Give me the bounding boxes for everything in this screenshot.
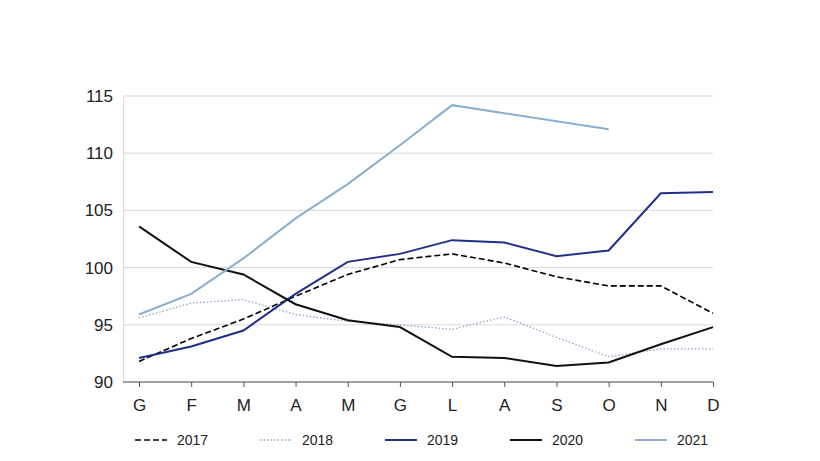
x-tick-label: N — [655, 396, 667, 415]
y-axis-line — [123, 97, 124, 383]
x-tick: F — [186, 382, 196, 415]
x-tick-mark — [452, 382, 453, 387]
x-tick-label: O — [603, 396, 616, 415]
x-tick: A — [499, 382, 511, 415]
x-tick-label: M — [237, 396, 251, 415]
y-tick-label: 110 — [86, 144, 113, 163]
x-tick-label: A — [499, 396, 511, 415]
x-tick-label: G — [133, 396, 146, 415]
y-tick: 110 — [86, 144, 123, 163]
legend-swatch — [510, 439, 542, 441]
grid-line — [123, 324, 713, 325]
x-axis-line — [123, 382, 713, 383]
y-tick: 105 — [85, 201, 123, 220]
legend-swatch — [135, 439, 167, 441]
legend-label: 2020 — [552, 432, 583, 448]
x-tick-label: A — [290, 396, 302, 415]
x-tick-mark — [609, 382, 610, 387]
y-tick-label: 115 — [86, 87, 113, 106]
x-tick: S — [551, 382, 562, 415]
y-tick-label: 90 — [94, 373, 113, 392]
legend-label: 2017 — [177, 432, 208, 448]
legend-swatch — [635, 439, 667, 441]
x-tick: M — [341, 382, 355, 415]
x-tick-mark — [400, 382, 401, 387]
x-tick: D — [707, 382, 719, 415]
x-tick-label: M — [341, 396, 355, 415]
y-tick: 95 — [94, 316, 123, 335]
x-tick: A — [290, 382, 302, 415]
legend-label: 2019 — [427, 432, 458, 448]
x-tick-label: G — [394, 396, 407, 415]
y-tick: 115 — [86, 87, 123, 106]
chart: 90 95 100 105 110 115 G F M A M G L A S O N D 2017 2018 2019… — [0, 0, 820, 461]
series-line — [139, 300, 713, 357]
x-tick: G — [133, 382, 146, 415]
x-tick: M — [237, 382, 251, 415]
x-tick-mark — [504, 382, 505, 387]
lines — [139, 105, 713, 366]
y-tick-label: 105 — [85, 201, 113, 220]
x-tick-mark — [243, 382, 244, 387]
legend: 2017 2018 2019 2020 2021 — [135, 432, 708, 448]
x-tick-label: D — [707, 396, 719, 415]
y-tick-label: 100 — [85, 259, 113, 278]
legend-item: 2017 — [135, 432, 208, 448]
legend-item: 2019 — [385, 432, 458, 448]
x-tick-label: L — [448, 396, 457, 415]
x-tick: L — [448, 382, 457, 415]
series-line — [139, 192, 713, 358]
y-axis: 90 95 100 105 110 115 — [85, 87, 124, 392]
legend-item: 2021 — [635, 432, 708, 448]
series-line — [139, 105, 609, 314]
x-tick-mark — [296, 382, 297, 387]
series-line — [139, 226, 713, 366]
x-tick-mark — [348, 382, 349, 387]
legend-label: 2018 — [302, 432, 333, 448]
x-tick: N — [655, 382, 667, 415]
legend-swatch — [385, 439, 417, 441]
grid-line — [123, 210, 713, 211]
x-tick-mark — [661, 382, 662, 387]
grid — [123, 96, 713, 382]
legend-item: 2020 — [510, 432, 583, 448]
legend-item: 2018 — [260, 432, 333, 448]
legend-swatch — [260, 439, 292, 440]
x-tick-mark — [191, 382, 192, 387]
y-tick: 90 — [94, 373, 123, 392]
x-tick-mark — [713, 382, 714, 387]
grid-line — [123, 382, 713, 383]
grid-line — [123, 153, 713, 154]
x-tick-label: F — [186, 396, 196, 415]
y-tick-label: 95 — [94, 316, 113, 335]
legend-label: 2021 — [677, 432, 708, 448]
x-tick-mark — [556, 382, 557, 387]
x-tick-label: S — [551, 396, 562, 415]
x-axis: GFMAMGLASOND — [123, 382, 720, 415]
x-tick: O — [603, 382, 616, 415]
x-tick-mark — [139, 382, 140, 387]
y-tick: 100 — [85, 259, 123, 278]
x-tick: G — [394, 382, 407, 415]
grid-line — [123, 96, 713, 97]
